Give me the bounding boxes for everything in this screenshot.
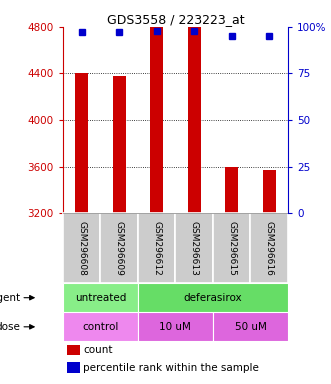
Bar	[63, 312, 138, 341]
Bar	[188, 27, 201, 213]
Bar	[100, 213, 138, 283]
Text: 10 uM: 10 uM	[160, 322, 191, 332]
Text: GSM296609: GSM296609	[115, 221, 124, 276]
Bar	[213, 312, 288, 341]
Text: 50 uM: 50 uM	[235, 322, 266, 332]
Bar	[138, 213, 175, 283]
Text: GSM296613: GSM296613	[190, 221, 199, 276]
Bar	[138, 312, 213, 341]
Bar	[63, 283, 138, 312]
Bar	[213, 213, 251, 283]
Text: count: count	[83, 345, 113, 355]
Bar	[113, 76, 126, 213]
Bar	[138, 283, 288, 312]
Bar	[262, 170, 276, 213]
Text: deferasirox: deferasirox	[184, 293, 242, 303]
Text: control: control	[82, 322, 118, 332]
Text: agent: agent	[0, 293, 20, 303]
Bar	[225, 167, 238, 213]
Bar	[150, 27, 163, 213]
Text: GSM296608: GSM296608	[77, 221, 86, 276]
Bar	[175, 213, 213, 283]
Bar	[68, 362, 80, 373]
Bar	[251, 213, 288, 283]
Text: percentile rank within the sample: percentile rank within the sample	[83, 362, 259, 372]
Bar	[63, 213, 100, 283]
Bar	[75, 73, 88, 213]
Text: GSM296616: GSM296616	[265, 221, 274, 276]
Text: dose: dose	[0, 322, 20, 332]
Bar	[68, 345, 80, 355]
Text: GSM296612: GSM296612	[152, 221, 161, 276]
Text: untreated: untreated	[75, 293, 126, 303]
Text: GSM296615: GSM296615	[227, 221, 236, 276]
Title: GDS3558 / 223223_at: GDS3558 / 223223_at	[107, 13, 244, 26]
